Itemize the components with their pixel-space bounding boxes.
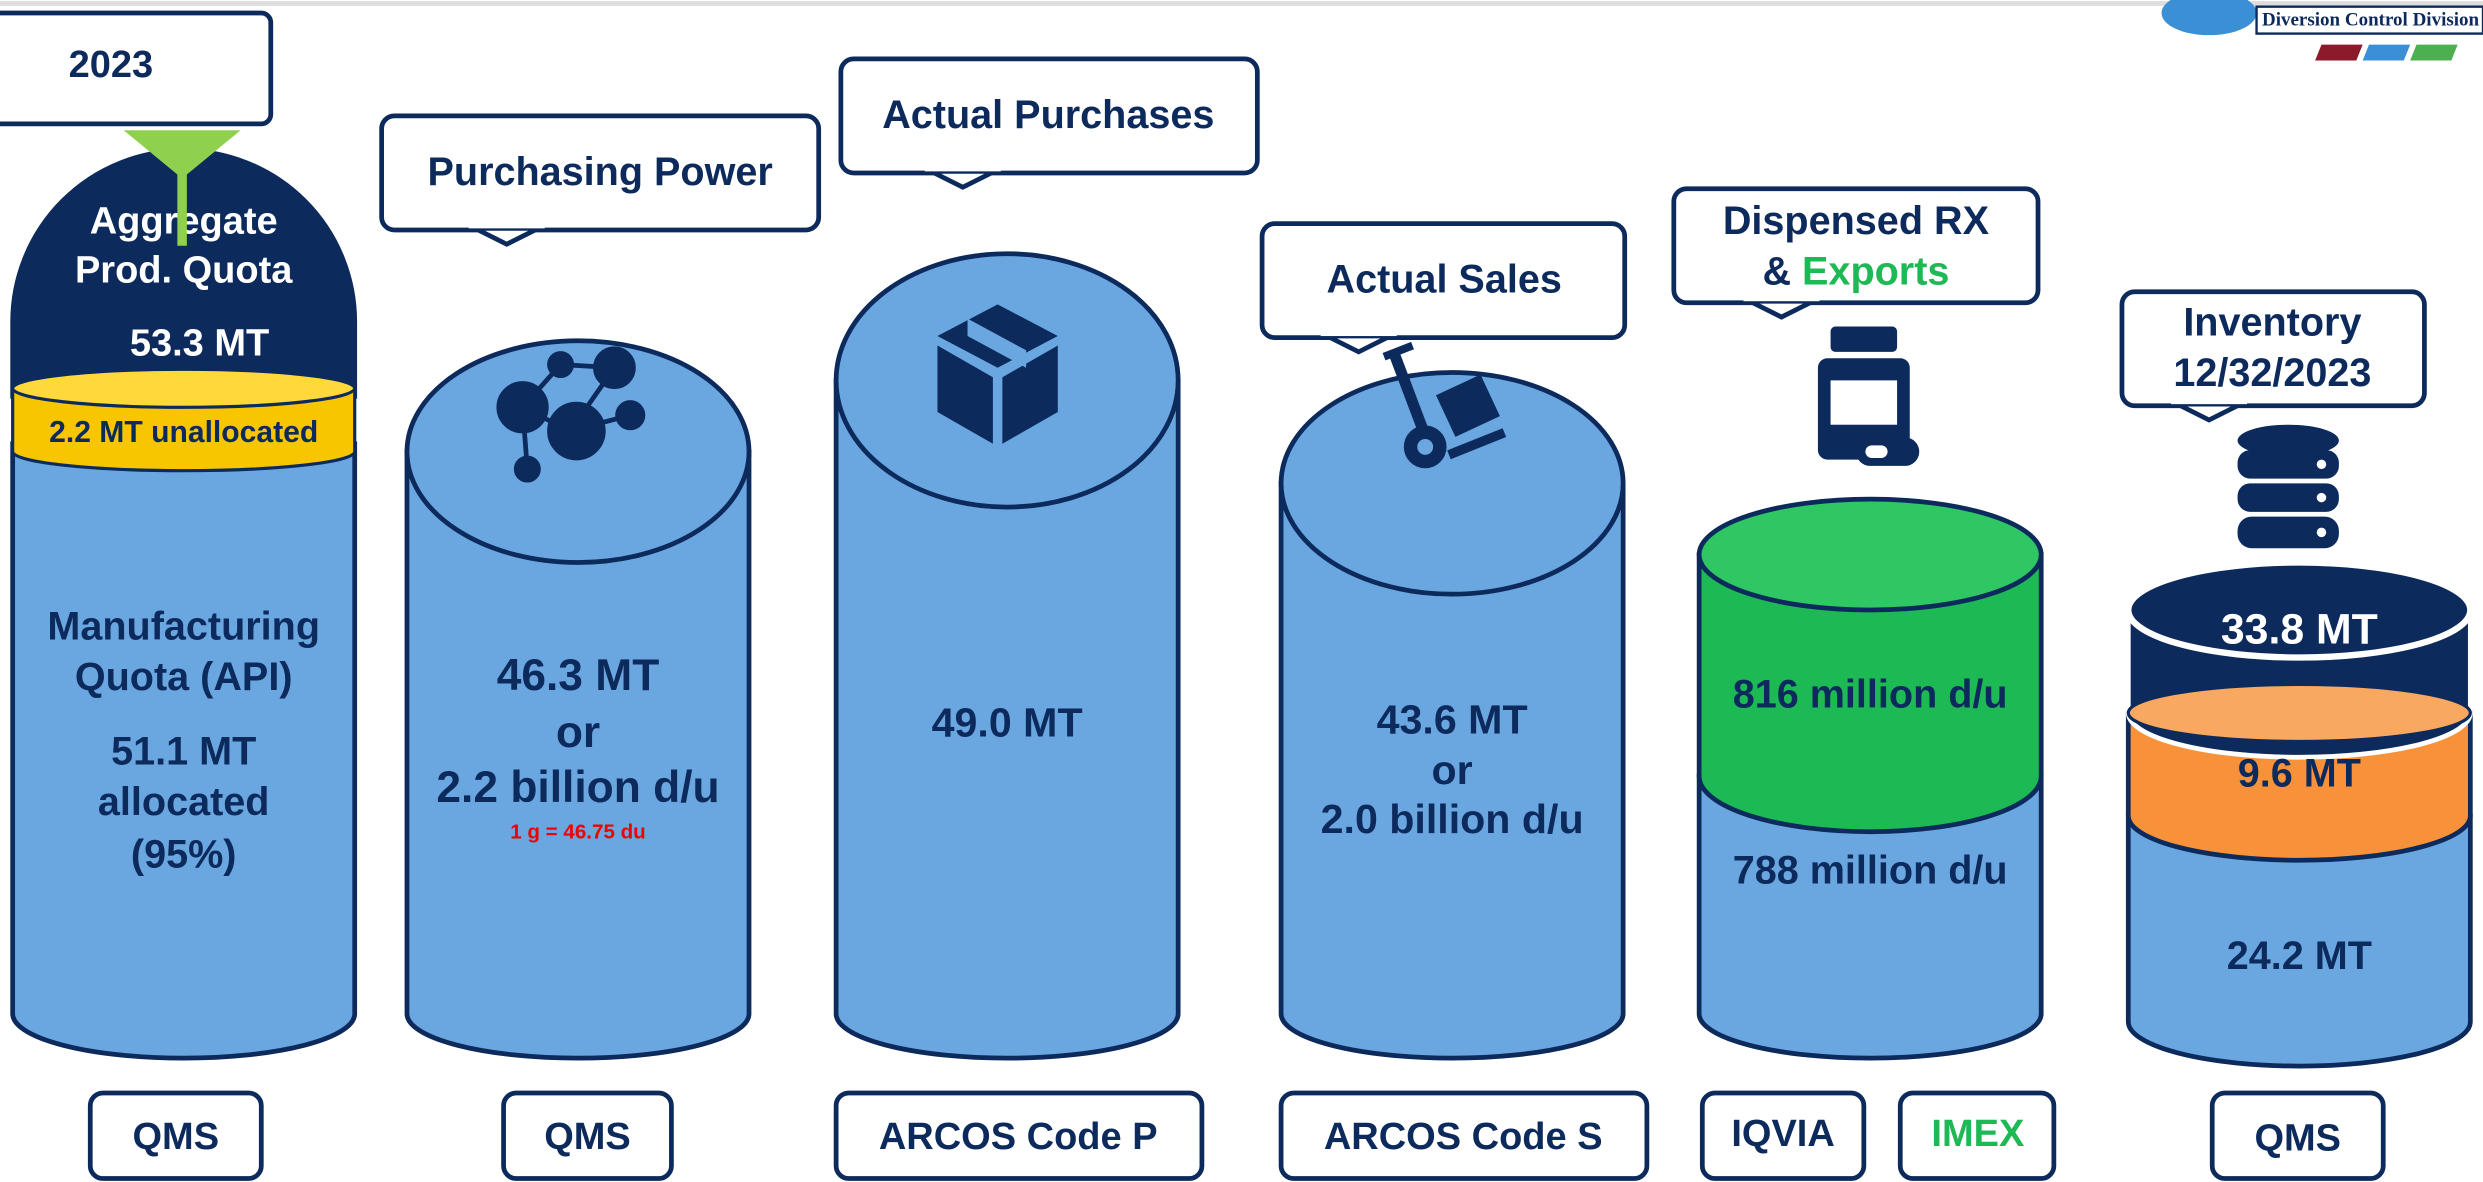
callout: Actual Purchases	[882, 93, 1214, 137]
body-value: 2.0 billion d/u	[1321, 796, 1584, 842]
body-line: Quota (API)	[75, 655, 293, 699]
dolly-icon	[1382, 341, 1507, 469]
body-line: Manufacturing	[47, 604, 320, 648]
source-label: ARCOS Code S	[1324, 1116, 1603, 1158]
body-value: 43.6 MT	[1377, 696, 1528, 742]
column-quota: Aggregate Prod. Quota 53.3 MT 2.2 MT una…	[0, 10, 358, 1181]
source-label: QMS	[544, 1116, 631, 1158]
body-value: 24.2 MT	[2227, 934, 2372, 978]
band-value: 2.2 MT unallocated	[49, 416, 318, 449]
source-label: QMS	[2254, 1118, 2341, 1160]
body-value: 788 million d/u	[1733, 848, 2008, 892]
body-value: 51.1 MT	[111, 730, 256, 774]
body-line: (95%)	[131, 832, 237, 876]
callout: 12/32/2023	[2173, 351, 2371, 395]
callout: Purchasing Power	[428, 150, 773, 194]
column-actual-purchases: 49.0 MT Actual Purchases ARCOS Code P	[833, 56, 1260, 1181]
top-value: 53.3 MT	[130, 323, 269, 365]
body-value: 2.2 billion d/u	[436, 763, 719, 812]
callout: Actual Sales	[1326, 258, 1561, 302]
source-label: IQVIA	[1731, 1113, 1834, 1155]
network-icon	[496, 346, 646, 483]
body-line: or	[1432, 747, 1473, 793]
band-value: 9.6 MT	[2238, 752, 2361, 796]
database-icon	[2237, 424, 2339, 549]
conversion-note: 1 g = 46.75 du	[510, 821, 646, 844]
column-inventory: 33.8 MT 9.6 MT 24.2 MT Inventory 12/32/2…	[2119, 289, 2474, 1181]
callout-part: &	[1762, 250, 1802, 294]
column-dispensed: 816 million d/u 788 million d/u Dispense…	[1671, 186, 2057, 1181]
top-value: 816 million d/u	[1733, 673, 2008, 717]
callout: Inventory	[2183, 300, 2361, 344]
body-value: 46.3 MT	[497, 651, 660, 700]
column-purchasing-power: 46.3 MT or 2.2 billion d/u 1 g = 46.75 d…	[379, 113, 822, 1181]
pill-bottle-icon	[1817, 326, 1920, 466]
logo: Diversion Control Division	[2161, 0, 2483, 61]
callout: Dispensed RX	[1723, 199, 1990, 243]
body-line: or	[556, 708, 600, 757]
top-line: Prod. Quota	[75, 250, 293, 292]
callout-exports: Exports	[1802, 250, 1949, 294]
source-label: QMS	[132, 1116, 219, 1158]
callout: 2023	[69, 44, 154, 86]
body-value: 49.0 MT	[932, 699, 1083, 745]
logo-text: Diversion Control Division	[2262, 9, 2480, 30]
top-value: 33.8 MT	[2221, 605, 2378, 653]
source-label: ARCOS Code P	[879, 1116, 1158, 1158]
column-actual-sales: 43.6 MT or 2.0 billion d/u Actual Sales …	[1259, 221, 1650, 1181]
source-label: IMEX	[1931, 1113, 2025, 1155]
body-line: allocated	[98, 780, 270, 824]
callout: & Exports	[1762, 250, 1949, 294]
